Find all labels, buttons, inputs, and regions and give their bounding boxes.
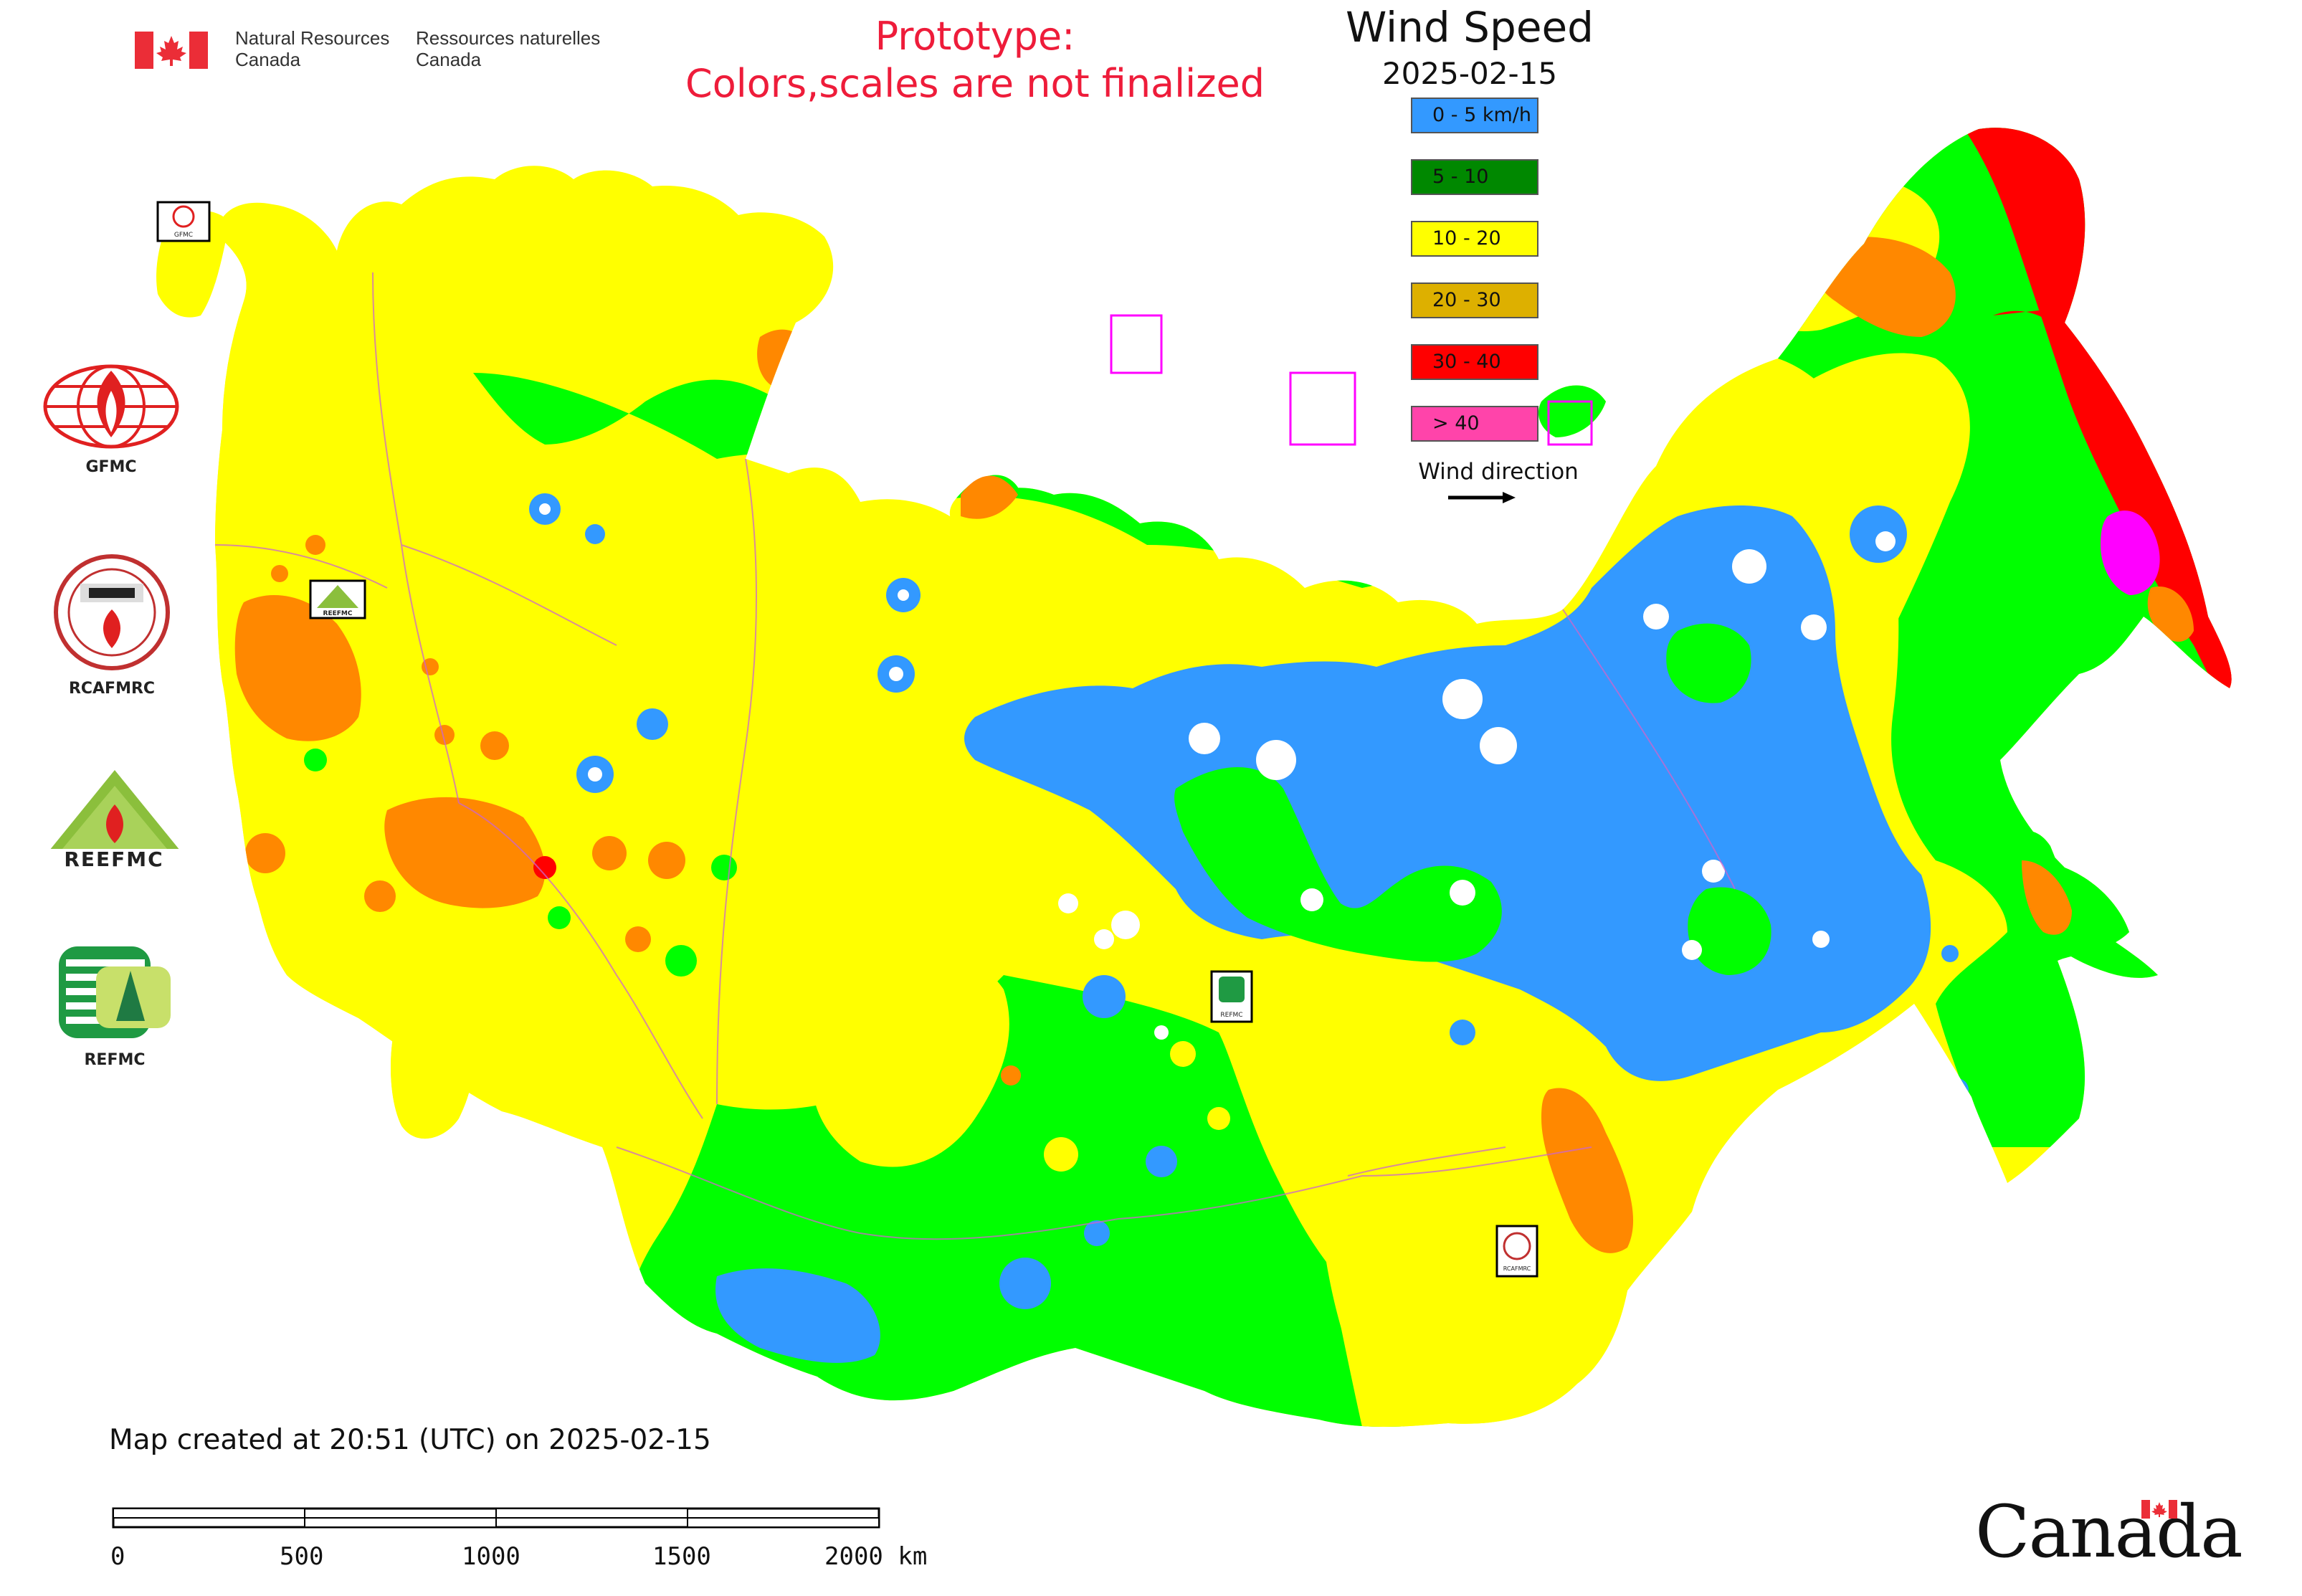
zone-moderate-baikal bbox=[1276, 968, 1698, 1427]
zone-fresh-mongolia bbox=[1541, 1088, 1634, 1253]
prototype-line-1: Prototype: bbox=[875, 14, 1075, 59]
reefmc-logo-icon bbox=[37, 770, 192, 865]
rcafmrc-marker: RCAFMRC bbox=[1495, 1225, 1538, 1278]
gfmc-marker-icon bbox=[172, 205, 195, 228]
org-gfmc: GFMC bbox=[36, 362, 190, 476]
legend-label: > 40 bbox=[1432, 412, 1480, 434]
admin-boundaries bbox=[214, 272, 1736, 1240]
org-refmc: REFMC bbox=[57, 945, 194, 1069]
legend-item-4: 30 - 40 bbox=[1411, 344, 1538, 380]
legend-label: 5 - 10 bbox=[1432, 166, 1489, 188]
refmc-logo-icon bbox=[59, 946, 171, 1038]
refmc-marker-icon bbox=[1219, 977, 1245, 1002]
canada-wordmark: Canada bbox=[1975, 1490, 2243, 1574]
agency-name-en: Natural Resources Canada bbox=[235, 27, 390, 70]
gfmc-label: GFMC bbox=[85, 458, 137, 476]
scale-tick-2000: 2000 km bbox=[824, 1542, 927, 1571]
canada-flag-icon bbox=[135, 32, 208, 69]
legend-label: 20 - 30 bbox=[1432, 289, 1501, 311]
prototype-notice: Prototype: Colors,scales are not finaliz… bbox=[617, 13, 1333, 108]
arctic-islands bbox=[961, 314, 1593, 519]
reefmc-marker-icon bbox=[317, 585, 358, 608]
scale-tick-1000: 1000 bbox=[462, 1542, 520, 1571]
map-created-timestamp: Map created at 20:51 (UTC) on 2025-02-15 bbox=[109, 1424, 711, 1456]
scale-bar: 0 500 1000 1500 2000 km bbox=[110, 1507, 927, 1571]
zone-moderate-south-center bbox=[812, 957, 1009, 1167]
fresh-spots bbox=[245, 535, 1021, 1086]
zone-fresh-volga bbox=[384, 797, 546, 908]
reefmc-wordmark: REEFMC bbox=[64, 847, 164, 871]
legend-item-1: 5 - 10 bbox=[1411, 159, 1538, 195]
gfmc-marker-label: GFMC bbox=[174, 232, 193, 239]
legend-label: 0 - 5 km/h bbox=[1432, 104, 1531, 126]
zone-light-central bbox=[473, 128, 2222, 1427]
scale-tick-1500: 1500 bbox=[652, 1542, 711, 1571]
org-rcafmrc: RCAFMRC bbox=[52, 552, 191, 698]
reefmc-marker: REEFMC bbox=[309, 579, 366, 619]
legend-label: 10 - 20 bbox=[1432, 227, 1501, 250]
rcafmrc-marker-icon bbox=[1503, 1232, 1531, 1260]
zone-fresh-sakhalin bbox=[2022, 860, 2072, 935]
rcafmrc-logo-icon bbox=[54, 554, 170, 670]
gfmc-logo-icon bbox=[43, 364, 179, 449]
zone-light-inner-3 bbox=[1688, 887, 1771, 975]
refmc-marker: REFMC bbox=[1210, 970, 1253, 1023]
moderate-spots bbox=[877, 835, 1230, 1172]
legend-label: 30 - 40 bbox=[1432, 351, 1501, 373]
zone-fresh-kamchatka-tip bbox=[2147, 586, 2194, 642]
zone-light-inner bbox=[1174, 767, 1502, 962]
zone-fresh-kola bbox=[757, 329, 810, 387]
legend-item-5: > 40 bbox=[1411, 406, 1538, 442]
gfmc-marker: GFMC bbox=[156, 201, 211, 242]
prototype-line-2: Colors,scales are not finalized bbox=[685, 61, 1265, 106]
zone-gale-kamchatka bbox=[2101, 510, 2160, 595]
refmc-label: REFMC bbox=[84, 1051, 146, 1069]
legend: 0 - 5 km/h 5 - 10 10 - 20 20 - 30 30 - 4… bbox=[1411, 98, 1540, 467]
scale-tick-0: 0 bbox=[110, 1542, 125, 1571]
agency-name-fr: Ressources naturelles Canada bbox=[416, 27, 601, 70]
calm-spot-centers bbox=[539, 503, 1896, 1040]
wind-direction-arrow-icon bbox=[1448, 492, 1516, 503]
strong-spot bbox=[533, 856, 556, 879]
zone-fresh-east bbox=[1813, 237, 1956, 337]
scale-tick-500: 500 bbox=[280, 1542, 323, 1571]
zone-fresh-belarus bbox=[234, 595, 361, 741]
legend-item-3: 20 - 30 bbox=[1411, 282, 1538, 318]
refmc-marker-label: REFMC bbox=[1220, 1012, 1242, 1019]
map-markers: GFMC REEFMC REFMC RCAFMRC bbox=[156, 201, 1538, 1278]
map-date: 2025-02-15 bbox=[1381, 56, 1558, 91]
light-spots bbox=[304, 749, 1217, 1081]
canada-wordmark-text: Canada bbox=[1975, 1490, 2243, 1574]
legend-item-2: 10 - 20 bbox=[1411, 221, 1538, 257]
legend-item-0: 0 - 5 km/h bbox=[1411, 98, 1538, 133]
canada-wordmark-flag-icon bbox=[2141, 1500, 2177, 1519]
reefmc-marker-label: REEFMC bbox=[323, 610, 353, 617]
org-reefmc: REEFMC bbox=[37, 767, 192, 871]
map-title: Wind Speed bbox=[1345, 3, 1594, 52]
wind-direction-label: Wind direction bbox=[1418, 459, 1579, 485]
rcafmrc-label: RCAFMRC bbox=[68, 680, 156, 698]
rcafmrc-marker-label: RCAFMRC bbox=[1503, 1265, 1531, 1272]
zone-calm-south bbox=[715, 1268, 880, 1363]
zone-light-inner-2 bbox=[1666, 623, 1751, 703]
